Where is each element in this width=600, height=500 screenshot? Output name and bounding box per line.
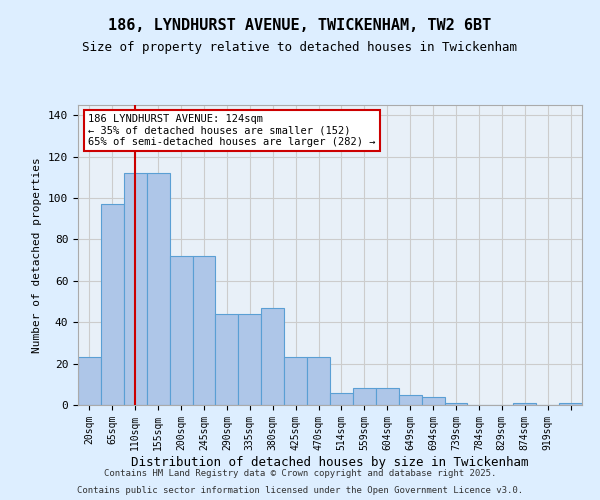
Bar [170, 256, 193, 405]
Bar [238, 314, 261, 405]
Bar [215, 314, 238, 405]
Text: 186 LYNDHURST AVENUE: 124sqm
← 35% of detached houses are smaller (152)
65% of s: 186 LYNDHURST AVENUE: 124sqm ← 35% of de… [88, 114, 376, 147]
Bar [193, 256, 215, 405]
Bar [376, 388, 399, 405]
Bar [284, 358, 307, 405]
Bar [261, 308, 284, 405]
Text: Size of property relative to detached houses in Twickenham: Size of property relative to detached ho… [83, 41, 517, 54]
Bar [513, 403, 536, 405]
Bar [399, 394, 422, 405]
Y-axis label: Number of detached properties: Number of detached properties [32, 157, 43, 353]
Text: Contains public sector information licensed under the Open Government Licence v3: Contains public sector information licen… [77, 486, 523, 495]
Bar [147, 174, 170, 405]
Bar [330, 392, 353, 405]
Bar [445, 403, 467, 405]
Bar [559, 403, 582, 405]
Bar [422, 396, 445, 405]
Bar [78, 358, 101, 405]
Bar [353, 388, 376, 405]
Bar [101, 204, 124, 405]
Text: 186, LYNDHURST AVENUE, TWICKENHAM, TW2 6BT: 186, LYNDHURST AVENUE, TWICKENHAM, TW2 6… [109, 18, 491, 32]
Bar [307, 358, 330, 405]
Text: Contains HM Land Registry data © Crown copyright and database right 2025.: Contains HM Land Registry data © Crown c… [104, 468, 496, 477]
Bar [124, 174, 147, 405]
X-axis label: Distribution of detached houses by size in Twickenham: Distribution of detached houses by size … [131, 456, 529, 468]
